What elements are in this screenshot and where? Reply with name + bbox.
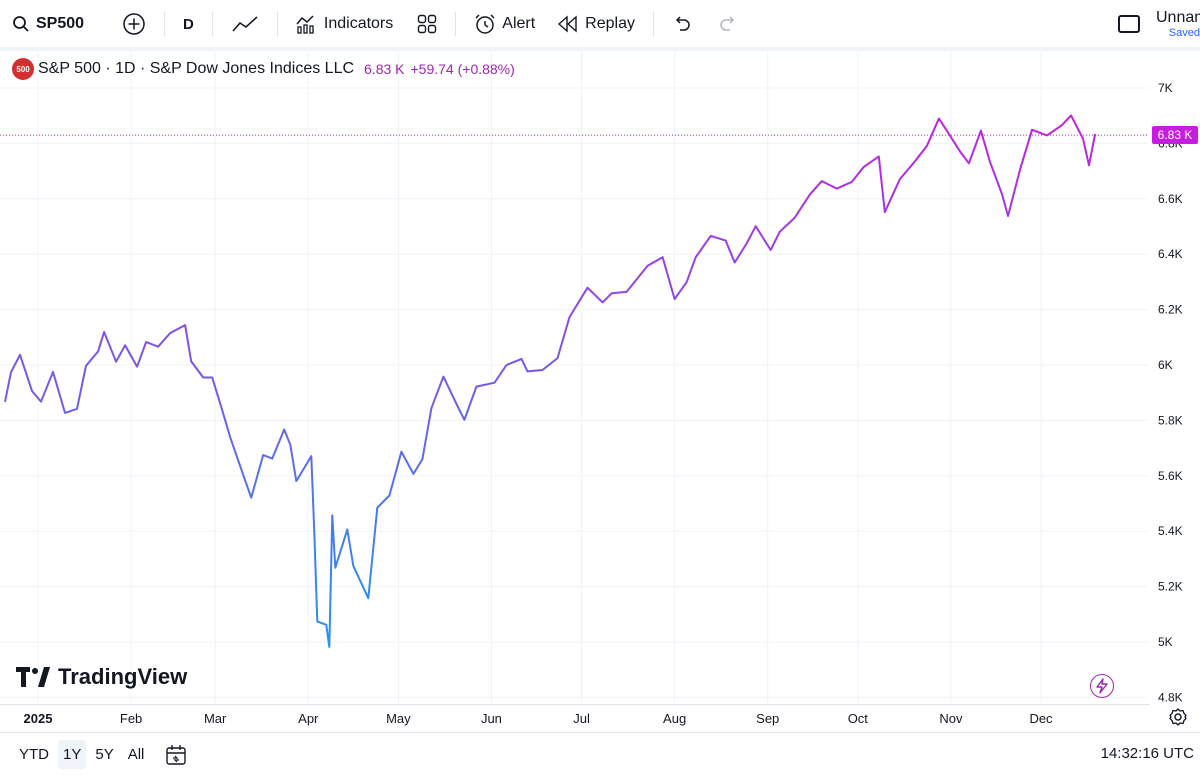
- time-tick-label: Nov: [939, 711, 963, 726]
- templates-button[interactable]: [409, 0, 445, 48]
- alert-label: Alert: [502, 15, 536, 32]
- time-tick-label: Feb: [119, 711, 143, 726]
- series-line-sp500: [4, 114, 1097, 648]
- legend-change: +59.74 (+0.88%): [410, 61, 515, 77]
- price-tick-label: 5.2K: [1158, 580, 1183, 594]
- time-axis[interactable]: 2025 Feb Mar Apr May Jun Jul Aug Sep Oct Nov Dec: [0, 704, 1150, 730]
- calendar-range-icon: [166, 744, 187, 765]
- add-circle-icon: [123, 13, 145, 35]
- indicators-label: Indicators: [323, 15, 394, 32]
- range-1y-button[interactable]: 1Y: [58, 740, 87, 769]
- go-to-date-button[interactable]: [165, 744, 189, 766]
- time-tick-label: Jun: [480, 711, 502, 726]
- sp500-logo-icon: 500: [12, 58, 34, 80]
- watermark-text: TradingView: [58, 664, 188, 689]
- time-tick-label: May: [386, 711, 411, 726]
- top-toolbar: SP500 D Indicators Alert Replay Unnamed …: [0, 0, 1200, 48]
- redo-icon: [720, 16, 735, 31]
- time-tick-label: 2025: [23, 711, 53, 726]
- replay-icon: [558, 15, 577, 33]
- symbol-label: SP500: [36, 15, 85, 32]
- time-tick-label: Mar: [203, 711, 227, 726]
- last-price-label: 6.83 K: [1152, 126, 1198, 144]
- toolbar-separator: [0, 47, 1200, 51]
- symbol-search-button[interactable]: SP500: [0, 0, 84, 48]
- range-ytd-button[interactable]: YTD: [19, 746, 49, 763]
- chart-legend[interactable]: 500 S&P 500 · 1D · S&P Dow Jones Indices…: [12, 58, 515, 80]
- chart-type-button[interactable]: [223, 0, 267, 48]
- toolbar-divider: [652, 12, 654, 36]
- interval-button[interactable]: D: [175, 0, 202, 48]
- time-tick-label: Apr: [298, 711, 319, 726]
- price-tick-label: 5K: [1158, 635, 1173, 649]
- layout-area: Unnamed Saved: [1118, 0, 1200, 48]
- price-tick-label: 7K: [1158, 81, 1173, 95]
- compare-button[interactable]: [114, 0, 154, 48]
- lightning-button[interactable]: [1090, 674, 1114, 698]
- time-tick-label: Aug: [663, 711, 687, 726]
- toolbar-divider: [211, 12, 213, 36]
- settings-gear-icon[interactable]: [1168, 707, 1188, 727]
- price-tick-label: 5.6K: [1158, 469, 1183, 483]
- range-5y-button[interactable]: 5Y: [95, 746, 114, 763]
- undo-button[interactable]: [664, 0, 700, 48]
- layout-select-icon[interactable]: [1118, 15, 1140, 33]
- time-tick-label: Dec: [1029, 711, 1053, 726]
- price-tick-label: 6K: [1158, 358, 1173, 372]
- price-tick-label: 6.6K: [1158, 192, 1183, 206]
- search-icon: [13, 16, 29, 32]
- price-tick-label: 5.4K: [1158, 524, 1183, 538]
- toolbar-divider: [455, 12, 457, 36]
- alert-button[interactable]: Alert: [466, 0, 543, 48]
- legend-value: 6.83 K: [364, 61, 405, 77]
- tradingview-watermark: TradingView: [16, 664, 187, 690]
- legend-title: S&P 500 · 1D · S&P Dow Jones Indices LLC: [38, 60, 355, 77]
- undo-icon: [675, 16, 690, 31]
- price-axis[interactable]: 4.8K5K5.2K5.4K5.6K5.8K6K6.2K6.4K6.6K6.8K…: [1158, 81, 1183, 704]
- time-tick-label: Oct: [847, 711, 868, 726]
- lightning-icon: [1096, 678, 1108, 694]
- price-chart[interactable]: 4.8K5K5.2K5.4K5.6K5.8K6K6.2K6.4K6.6K6.8K…: [0, 51, 1200, 704]
- time-tick-label: Sep: [756, 711, 780, 726]
- price-tick-label: 6.4K: [1158, 247, 1183, 261]
- interval-label: D: [183, 15, 194, 33]
- layout-name-button[interactable]: Unnamed Saved: [1156, 10, 1200, 39]
- redo-button[interactable]: [710, 0, 746, 48]
- indicators-icon: [296, 15, 314, 34]
- alarm-clock-icon: [475, 14, 495, 34]
- layout-name: Unnamed: [1156, 9, 1200, 26]
- range-all-button[interactable]: All: [127, 746, 145, 763]
- replay-label: Replay: [585, 15, 635, 32]
- price-tick-label: 6.2K: [1158, 303, 1183, 317]
- line-chart-icon: [232, 16, 258, 32]
- replay-button[interactable]: Replay: [549, 0, 643, 48]
- save-status: Saved: [1168, 26, 1200, 39]
- grid-icon: [418, 14, 437, 34]
- price-tick-label: 5.8K: [1158, 413, 1183, 427]
- toolbar-divider: [164, 12, 166, 36]
- tradingview-logo-icon: [16, 667, 50, 687]
- toolbar-divider: [276, 12, 278, 36]
- time-tick-label: Jul: [573, 711, 590, 726]
- chart-grid: [0, 51, 1148, 704]
- bottom-toolbar: YTD 1Y 5Y All 14:32:16 UTC: [0, 732, 1200, 776]
- indicators-button[interactable]: Indicators: [288, 0, 401, 48]
- price-tick-label: 4.8K: [1158, 690, 1183, 704]
- clock-timezone[interactable]: 14:32:16 UTC: [1100, 745, 1194, 762]
